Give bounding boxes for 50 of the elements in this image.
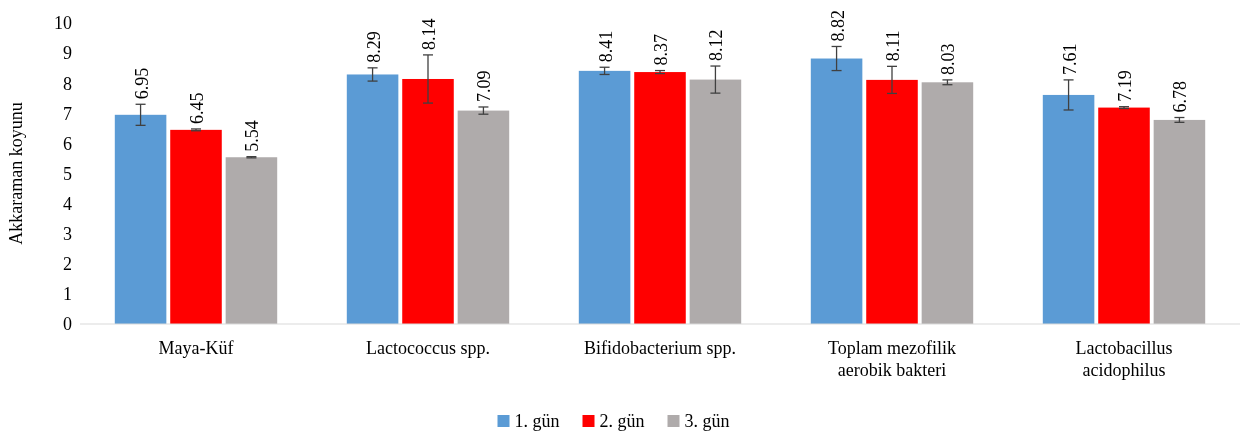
- bar: [1153, 119, 1206, 324]
- bar: [810, 58, 863, 324]
- data-label: 8.29: [363, 31, 384, 63]
- bar: [866, 79, 918, 324]
- legend-label: 1. gün: [514, 411, 560, 431]
- bar: [1042, 94, 1095, 324]
- data-label: 7.09: [474, 70, 495, 102]
- data-label: 6.95: [131, 67, 152, 100]
- data-label: 8.41: [595, 30, 616, 63]
- y-axis-title: Akkaraman koyunu: [6, 102, 26, 245]
- bar: [114, 114, 167, 324]
- data-label: 5.54: [242, 120, 263, 152]
- x-tick-label: Bifidobacterium spp.: [584, 338, 736, 358]
- y-tick-label: 5: [63, 163, 72, 184]
- legend-label: 2. gün: [599, 411, 645, 431]
- y-tick-label: 10: [54, 13, 72, 34]
- x-tick-label: Lactobacillus acidophilus: [1075, 338, 1173, 380]
- y-tick-label: 9: [63, 43, 72, 64]
- data-label: 6.78: [1170, 81, 1191, 113]
- x-tick-label: Toplam mezofilik aerobik bakteri: [827, 338, 957, 380]
- x-tick-label: Maya-Küf: [158, 338, 234, 358]
- data-label: 8.37: [651, 34, 671, 66]
- bar: [225, 157, 278, 324]
- y-tick-label: 3: [63, 224, 72, 244]
- bar: [578, 70, 631, 324]
- x-tick-label: Lactococcus spp.: [366, 338, 490, 358]
- data-label: 7.19: [1115, 70, 1135, 102]
- bar: [170, 129, 222, 324]
- y-tick-label: 8: [63, 73, 72, 94]
- y-tick-label: 6: [63, 133, 72, 154]
- y-tick-label: 1: [63, 284, 72, 305]
- y-tick-label: 2: [63, 254, 72, 275]
- bar: [402, 78, 454, 324]
- y-tick-label: 7: [63, 103, 72, 124]
- y-tick-label: 4: [63, 193, 72, 214]
- data-label: 7.61: [1059, 43, 1080, 75]
- data-label: 6.45: [187, 92, 207, 124]
- data-label: 8.03: [938, 43, 959, 75]
- data-label: 8.11: [883, 30, 903, 62]
- bar: [457, 110, 510, 324]
- data-label: 8.82: [827, 9, 848, 42]
- bar: [634, 72, 686, 324]
- bar: [1098, 107, 1150, 324]
- bar: [689, 79, 742, 324]
- bar: [346, 74, 399, 324]
- data-label: 8.12: [706, 29, 727, 62]
- data-label: 8.14: [419, 18, 439, 50]
- y-tick-label: 0: [63, 314, 72, 335]
- bar: [921, 82, 974, 324]
- legend-label: 3. gün: [684, 411, 730, 431]
